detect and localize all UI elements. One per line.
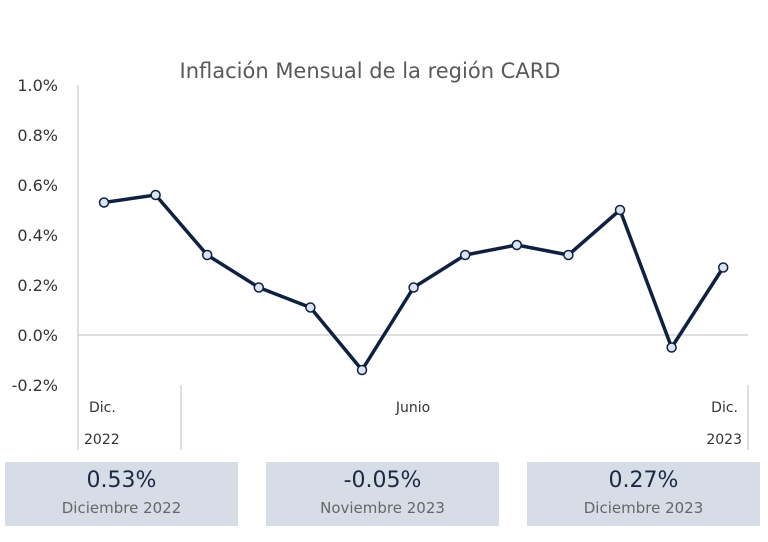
card-value: 0.53% (86, 468, 157, 493)
y-tick-label: 0.4% (17, 226, 58, 245)
data-point (98, 197, 110, 208)
y-tick-label: 1.0% (17, 76, 58, 95)
x-label-end-year: 2023 (706, 432, 742, 448)
chart-title: Inflación Mensual de la región CARD (180, 59, 561, 83)
card-value: 0.27% (608, 468, 679, 493)
data-point (459, 249, 471, 261)
data-point (201, 249, 213, 261)
card-december-2022: 0.53% Diciembre 2022 (5, 462, 238, 526)
data-point (666, 342, 677, 353)
card-label: Diciembre 2023 (583, 499, 704, 517)
x-label-mid: Junio (395, 400, 430, 416)
card-december-2023: 0.27% Diciembre 2023 (527, 462, 760, 526)
y-axis: -0.2% 0.0% 0.2% 0.4% 0.6% 0.8% 1.0% (12, 76, 58, 395)
card-label: Noviembre 2023 (320, 499, 445, 517)
x-label-end-month: Dic. (711, 400, 738, 416)
x-label-start-year: 2022 (84, 432, 120, 448)
inflation-chart: Inflación Mensual de la región CARD -0.2… (12, 59, 749, 450)
y-tick-label: 0.8% (17, 126, 58, 145)
data-point (253, 282, 265, 293)
card-november-2023: -0.05% Noviembre 2023 (266, 462, 499, 526)
data-point (563, 249, 574, 261)
x-label-start-month: Dic. (89, 400, 116, 416)
y-tick-label: -0.2% (12, 376, 58, 395)
card-value: -0.05% (343, 468, 422, 493)
y-tick-label: 0.0% (17, 326, 58, 345)
data-point (150, 189, 161, 201)
y-tick-label: 0.6% (17, 176, 58, 195)
y-tick-label: 0.2% (17, 276, 58, 295)
data-point (614, 204, 626, 216)
data-point (408, 282, 419, 293)
series-group (98, 189, 729, 376)
data-point (305, 302, 316, 313)
data-point (356, 364, 368, 376)
data-point (717, 262, 729, 273)
card-label: Diciembre 2022 (61, 499, 182, 517)
data-point (511, 239, 523, 251)
